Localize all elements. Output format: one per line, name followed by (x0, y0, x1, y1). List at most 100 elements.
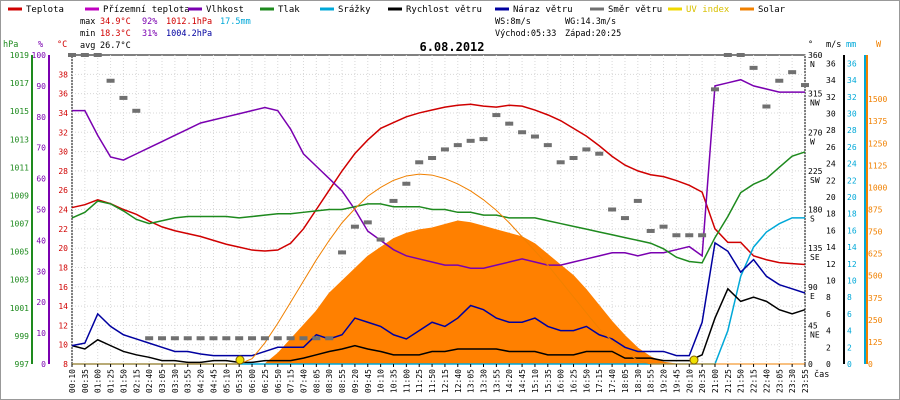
temp-tick-label: 8 (63, 360, 68, 369)
press-tick-label: 999 (15, 332, 30, 341)
press-tick-label: 1009 (10, 191, 29, 200)
legend-label: Teplota (26, 5, 64, 15)
wind-tick-label: 8 (826, 293, 831, 302)
press-tick-label: 997 (15, 360, 30, 369)
wind-direction-mark (119, 95, 128, 100)
legend-label: Srážky (338, 5, 371, 15)
press-tick-label: 1019 (10, 51, 29, 60)
x-tick-label: 18:55 (647, 369, 656, 393)
x-tick-label: 06:00 (248, 369, 257, 393)
x-tick-label: 01:00 (94, 369, 103, 393)
dir-tick-compass: E (810, 292, 815, 301)
rain-tick-label: 8 (847, 293, 852, 302)
solar-tick-label: 1375 (868, 117, 887, 126)
wind-direction-mark (415, 160, 424, 165)
x-tick-label: 04:45 (209, 369, 218, 393)
legend-label: Směr větru (608, 5, 662, 15)
rain-tick-label: 16 (847, 226, 857, 235)
press-tick-label: 1001 (10, 304, 29, 313)
series-wind-gust (71, 241, 806, 357)
wind-direction-mark (402, 181, 411, 186)
stats-max-hum: 92% (142, 17, 157, 27)
x-tick-label: 03:05 (158, 369, 167, 393)
x-tick-label: 06:50 (274, 369, 283, 393)
wind-direction-mark (659, 224, 668, 229)
legend-item-naraz-vetru: Náraz větru (495, 5, 573, 15)
temp-tick-label: 18 (58, 263, 68, 272)
x-tick-label: 22:40 (762, 369, 771, 393)
dir-unit-label: ° (808, 40, 813, 50)
dir-tick-label: 270 (808, 128, 823, 137)
hum-tick-label: 60 (36, 175, 46, 184)
series-humidity (72, 78, 805, 269)
wind-tick-label: 18 (826, 210, 836, 219)
wind-direction-mark (762, 104, 771, 109)
press-tick-label: 1011 (10, 163, 29, 172)
dir-tick-label: 90 (808, 283, 818, 292)
rain-tick-label: 22 (847, 176, 857, 185)
hum-tick-label: 40 (36, 236, 46, 245)
rain-tick-label: 20 (847, 193, 857, 202)
wind-direction-mark (710, 87, 719, 92)
wind-direction-mark (93, 53, 102, 57)
hum-tick-label: 0 (41, 360, 46, 369)
press-tick-label: 1005 (10, 248, 29, 257)
wind-direction-mark (582, 147, 591, 152)
press-tick-label: 1015 (10, 107, 29, 116)
solar-tick-label: 625 (868, 250, 883, 259)
hum-tick-label: 80 (36, 113, 46, 122)
solar-tick-label: 1500 (868, 95, 887, 104)
wind-direction-mark (312, 336, 321, 341)
stats-min-hum: 31% (142, 29, 157, 39)
x-tick-label: 13:55 (492, 369, 501, 393)
legend-item-tlak: Tlak (260, 5, 300, 15)
x-tick-label: 00:10 (68, 369, 77, 393)
temp-unit-label: °C (57, 40, 67, 50)
rain-tick-label: 18 (847, 210, 857, 219)
stats-sunset: Západ:20:25 (565, 29, 621, 39)
solar-tick-label: 875 (868, 206, 883, 215)
rain-tick-label: 32 (847, 93, 857, 102)
dir-tick-compass: S (810, 215, 815, 224)
wind-direction-mark (170, 336, 179, 341)
rain-unit-label: mm (846, 40, 856, 50)
x-tick-label: 09:20 (351, 369, 360, 393)
wind-unit-label: m/s (826, 40, 841, 50)
wind-direction-mark (698, 233, 707, 238)
wind-direction-mark (158, 336, 167, 341)
hum-tick-label: 70 (36, 144, 46, 153)
wind-direction-mark (338, 250, 347, 255)
wind-direction-mark (325, 336, 334, 341)
x-tick-label: 09:45 (364, 369, 373, 393)
wind-tick-label: 6 (826, 310, 831, 319)
wind-direction-mark (505, 121, 514, 126)
hum-tick-label: 10 (36, 329, 46, 338)
temp-tick-label: 26 (58, 186, 68, 195)
wind-tick-label: 32 (826, 93, 836, 102)
solar-unit-label: W (876, 40, 882, 50)
sunset-marker (689, 355, 699, 365)
legend-label: Tlak (278, 5, 300, 15)
dir-tick-label: 45 (808, 321, 818, 330)
wind-tick-label: 28 (826, 126, 836, 135)
rain-tick-label: 24 (847, 160, 857, 169)
stats-max-temp: 34.9°C (100, 17, 131, 27)
wind-direction-mark (248, 336, 257, 341)
x-tick-label: 19:45 (672, 369, 681, 393)
press-tick-label: 1003 (10, 276, 29, 285)
wind-direction-mark (376, 237, 385, 242)
x-tick-label: 08:05 (312, 369, 321, 393)
x-tick-label: 20:10 (685, 369, 694, 393)
wind-direction-mark (106, 78, 115, 83)
x-tick-label: 19:20 (660, 369, 669, 393)
solar-tick-label: 375 (868, 294, 883, 303)
stats-block: max 34.9°C 92% 1012.1hPa 17.5mm min 18.3… (80, 17, 621, 51)
solar-tick-label: 1250 (868, 139, 887, 148)
wind-direction-mark (389, 198, 398, 203)
x-tick-label: 08:55 (338, 369, 347, 393)
x-tick-label: 01:50 (119, 369, 128, 393)
legend-label: UV index (686, 5, 730, 15)
x-tick-label: 23:55 (801, 369, 810, 393)
temp-tick-label: 30 (58, 148, 68, 157)
solar-tick-label: 0 (868, 360, 873, 369)
